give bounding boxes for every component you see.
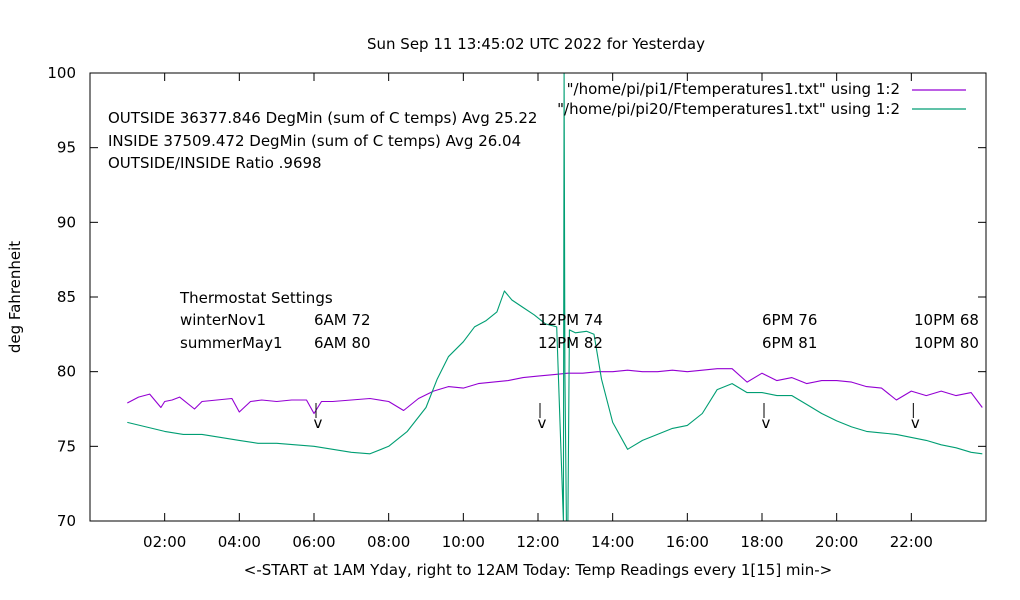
thermostat-title: Thermostat Settings <box>179 289 333 307</box>
x-tick-label: 12:00 <box>516 533 559 551</box>
x-tick-label: 10:00 <box>442 533 485 551</box>
legend-label-outside: "/home/pi/pi1/Ftemperatures1.txt" using … <box>567 80 900 98</box>
legend-label-inside: "/home/pi/pi20/Ftemperatures1.txt" using… <box>557 100 900 118</box>
y-tick-label: 100 <box>47 64 76 82</box>
x-tick-label: 06:00 <box>292 533 335 551</box>
schedule-arrow-head: v <box>314 414 323 432</box>
thermostat-row-setting: 12PM 82 <box>538 334 603 352</box>
x-tick-label: 08:00 <box>367 533 410 551</box>
x-axis-label: <-START at 1AM Yday, right to 12AM Today… <box>244 561 832 579</box>
y-tick-label: 90 <box>57 213 76 231</box>
schedule-arrow-head: v <box>538 414 547 432</box>
thermostat-row-setting: 6PM 81 <box>762 334 817 352</box>
y-tick-label: 80 <box>57 363 76 381</box>
stats-outside: OUTSIDE 36377.846 DegMin (sum of C temps… <box>108 109 537 127</box>
thermostat-row-name: winterNov1 <box>180 311 266 329</box>
x-tick-label: 18:00 <box>740 533 783 551</box>
x-tick-label: 22:00 <box>890 533 933 551</box>
plot-frame <box>89 72 987 522</box>
x-tick-label: 02:00 <box>143 533 186 551</box>
schedule-arrow-head: v <box>762 414 771 432</box>
stats-annotation: OUTSIDE 36377.846 DegMin (sum of C temps… <box>108 109 537 172</box>
y-tick-label: 95 <box>57 139 76 157</box>
thermostat-row-setting: 12PM 74 <box>538 311 603 329</box>
thermostat-row-setting: 6PM 76 <box>762 311 817 329</box>
thermostat-annotation: Thermostat Settings winterNov1 6AM 72 12… <box>179 289 979 352</box>
series-line-outside <box>127 368 983 415</box>
stats-inside: INSIDE 37509.472 DegMin (sum of C temps)… <box>108 132 521 150</box>
x-tick-label: 16:00 <box>666 533 709 551</box>
x-tick-label: 20:00 <box>815 533 858 551</box>
x-tick-label: 04:00 <box>218 533 261 551</box>
y-tick-label: 70 <box>57 512 76 530</box>
x-tick-label: 14:00 <box>591 533 634 551</box>
y-axis-label: deg Fahrenheit <box>6 241 24 353</box>
chart-title: Sun Sep 11 13:45:02 UTC 2022 for Yesterd… <box>367 35 705 53</box>
stats-ratio: OUTSIDE/INSIDE Ratio .9698 <box>108 154 322 172</box>
thermostat-row-setting: 10PM 80 <box>914 334 979 352</box>
y-tick-label: 85 <box>57 288 76 306</box>
thermostat-row-name: summerMay1 <box>180 334 283 352</box>
thermostat-row-setting: 10PM 68 <box>914 311 979 329</box>
legend: "/home/pi/pi1/Ftemperatures1.txt" using … <box>557 80 966 118</box>
y-tick-label: 75 <box>57 437 76 455</box>
thermostat-row-setting: 6AM 72 <box>314 311 371 329</box>
schedule-arrow-head: v <box>911 414 920 432</box>
thermostat-row-setting: 6AM 80 <box>314 334 371 352</box>
